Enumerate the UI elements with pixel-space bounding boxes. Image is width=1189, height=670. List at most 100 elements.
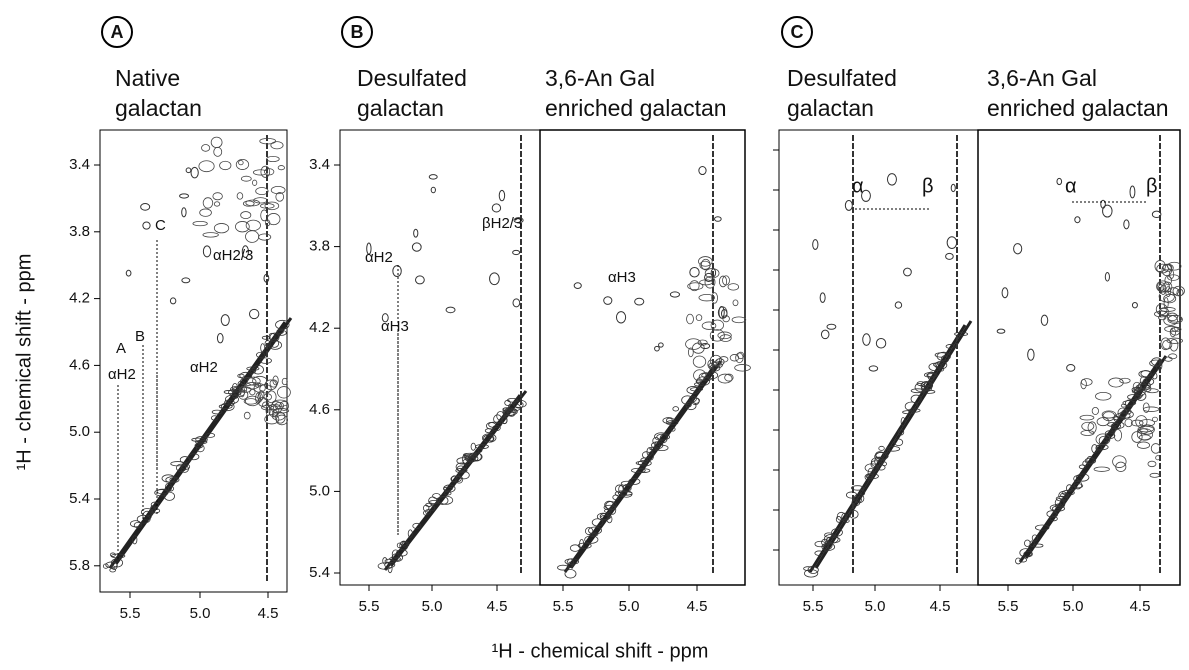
contour-peak	[266, 390, 277, 404]
contour-peak	[1073, 483, 1084, 489]
contour-peak	[1056, 177, 1063, 186]
contour-peak	[1123, 219, 1130, 230]
contour-peak	[1149, 472, 1160, 478]
contour-peak	[181, 207, 187, 218]
contour-peak	[132, 535, 138, 545]
contour-peak	[191, 437, 206, 442]
contour-peak	[1095, 445, 1103, 452]
contour-peak	[1015, 557, 1022, 565]
contour-peak	[399, 540, 409, 551]
contour-peak	[249, 308, 260, 320]
contour-peak	[264, 219, 271, 227]
contour-peak	[707, 359, 714, 370]
contour-peak	[1108, 377, 1124, 388]
contour-peak	[1078, 464, 1086, 470]
contour-peak	[622, 483, 632, 492]
contour-peak	[672, 406, 680, 412]
contour-peak	[1001, 287, 1009, 299]
contour-peak	[483, 434, 495, 443]
contour-peak	[463, 454, 478, 459]
contour-peak	[709, 329, 725, 342]
contour-peak	[202, 232, 219, 238]
contour-peak	[692, 355, 707, 368]
contour-peak	[945, 252, 954, 260]
contour-peak	[261, 405, 275, 411]
contour-peak	[845, 491, 858, 499]
contour-peak	[253, 197, 268, 204]
contour-peak	[1158, 307, 1170, 317]
x-tick-label: 5.5	[803, 598, 824, 615]
contour-peak	[1087, 421, 1097, 434]
contour-peak	[604, 508, 612, 513]
contour-peak	[731, 316, 747, 324]
contour-peak	[1040, 314, 1049, 326]
contour-peak	[150, 505, 156, 514]
panel-label: C	[791, 22, 804, 42]
annotation: αH2/3	[213, 247, 253, 264]
contour-peak	[461, 454, 469, 464]
contour-peak	[1162, 264, 1173, 271]
annotation: βH2/3	[482, 215, 522, 232]
contour-peak	[488, 436, 494, 442]
contour-peak	[275, 319, 290, 330]
contour-peak	[652, 436, 660, 445]
contour-peak	[455, 462, 467, 472]
contour-peak	[391, 553, 404, 562]
contour-peak	[928, 379, 934, 385]
x-tick-label: 4.5	[487, 598, 508, 615]
contour-peak	[181, 277, 191, 284]
plot-frame	[977, 129, 1181, 586]
contour-peak	[1137, 381, 1147, 391]
contour-peak	[1100, 199, 1106, 209]
contour-peak	[253, 383, 266, 393]
contour-peak	[391, 549, 400, 559]
contour-peak	[276, 329, 287, 336]
contour-peak	[1066, 363, 1076, 372]
diagonal-ridge	[389, 390, 528, 567]
contour-peak	[851, 485, 865, 491]
contour-peak	[489, 272, 500, 286]
contour-peak	[201, 144, 211, 152]
contour-peak	[260, 165, 271, 178]
contour-peak	[443, 486, 453, 491]
contour-peak	[867, 467, 875, 478]
annotation: αH3	[381, 318, 409, 335]
contour-peak	[265, 404, 271, 416]
contour-peak	[129, 520, 142, 528]
contour-peak	[240, 175, 252, 182]
contour-peak	[670, 426, 676, 432]
contour-peak	[470, 442, 476, 451]
contour-peak	[492, 425, 501, 432]
contour-peak	[648, 451, 654, 461]
plot-frame	[99, 129, 288, 593]
contour-peak	[243, 398, 258, 405]
contour-peak	[695, 314, 703, 322]
contour-peak	[195, 444, 205, 453]
panel-circle	[341, 16, 373, 48]
y-tick-label: 5.0	[69, 423, 90, 440]
contour-peak	[102, 563, 109, 569]
contour-peak	[1112, 455, 1127, 468]
contour-peak	[910, 388, 925, 394]
contour-peak	[242, 200, 255, 207]
contour-peak	[1137, 392, 1143, 398]
x-tick-label: 4.5	[930, 598, 951, 615]
y-tick-label: 3.8	[69, 223, 90, 240]
x-tick-label: 5.0	[619, 598, 640, 615]
contour-peak	[428, 505, 436, 512]
contour-peak	[1136, 428, 1149, 434]
contour-peak	[605, 501, 617, 510]
contour-peak	[686, 313, 694, 325]
contour-peak	[698, 294, 716, 302]
contour-peak	[1150, 443, 1161, 454]
contour-peak	[717, 331, 732, 340]
contour-peak	[824, 532, 834, 538]
contour-peak	[411, 242, 422, 252]
contour-peak	[1096, 417, 1110, 427]
contour-peak	[1027, 348, 1035, 361]
contour-peak	[1147, 460, 1157, 468]
contour-peak	[1065, 484, 1073, 493]
contour-peak	[275, 414, 288, 426]
contour-peak	[927, 371, 936, 381]
contour-peak	[584, 527, 594, 536]
